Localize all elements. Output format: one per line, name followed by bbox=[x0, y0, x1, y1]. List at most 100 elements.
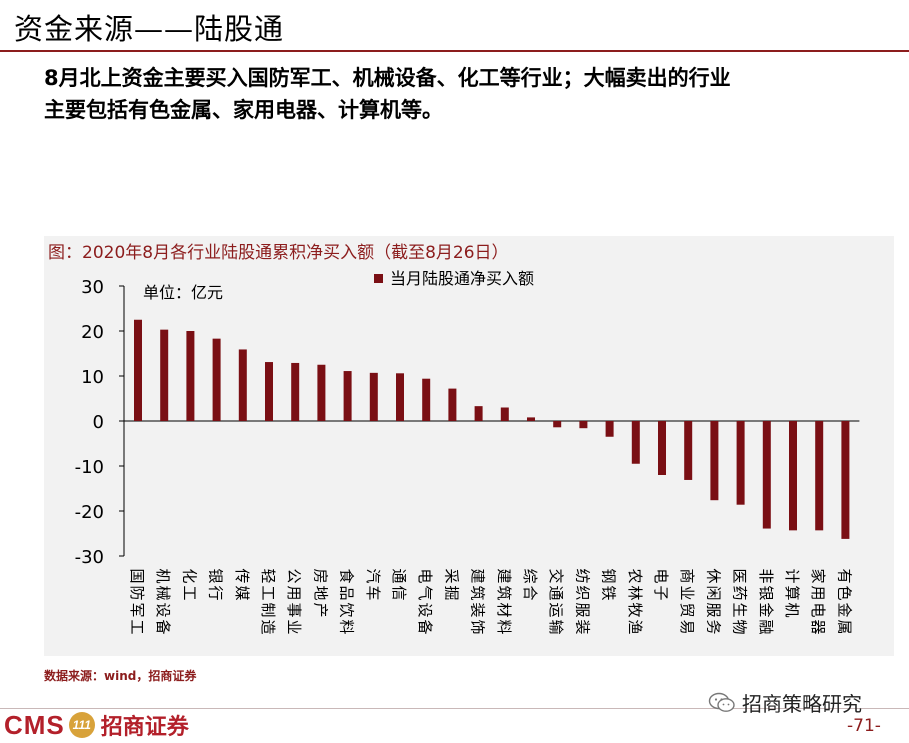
cms-logo: CMS 111 招商证券 bbox=[4, 709, 189, 741]
bar-5 bbox=[238, 349, 247, 421]
x-tick-label-char: 林 bbox=[626, 585, 644, 600]
x-tick-label-char: 工 bbox=[259, 585, 277, 600]
legend-swatch bbox=[374, 274, 383, 283]
x-tick-label-char: 用 bbox=[285, 585, 303, 600]
bar-7 bbox=[291, 362, 300, 421]
logo-mark-icon: 111 bbox=[68, 712, 95, 738]
x-tick-label-char: 渔 bbox=[626, 619, 644, 634]
y-tick-label: 20 bbox=[81, 322, 104, 343]
x-tick-label-char: 媒 bbox=[233, 585, 251, 600]
x-tick-label-char: 钢 bbox=[600, 568, 618, 583]
bar-chart: 3020100-10-20-30单位：亿元当月陆股通净买入额国防军工机械设备化工… bbox=[75, 269, 860, 635]
bar-8 bbox=[317, 364, 326, 421]
x-tick-label-char: 贸 bbox=[678, 602, 696, 617]
x-tick-label-char: 气 bbox=[416, 585, 434, 600]
x-tick-label-char: 建 bbox=[469, 568, 487, 583]
summary-text: 8月北上资金主要买入国防军工、机械设备、化工等行业；大幅卖出的行业 主要包括有色… bbox=[44, 62, 894, 126]
x-tick-label-char: 料 bbox=[495, 619, 513, 634]
x-tick-label-char: 造 bbox=[259, 619, 277, 634]
x-tick-label-char: 工 bbox=[128, 619, 146, 634]
x-tick-label-char: 电 bbox=[652, 568, 670, 583]
x-tick-label-char: 银 bbox=[757, 585, 775, 600]
x-tick-label-char: 休 bbox=[704, 568, 722, 583]
title-divider bbox=[0, 50, 909, 52]
bar-26 bbox=[789, 421, 797, 531]
unit-label: 单位：亿元 bbox=[143, 283, 223, 302]
x-tick-label-char: 车 bbox=[364, 585, 382, 600]
x-tick-label-char: 合 bbox=[521, 585, 539, 600]
x-tick-label-char: 材 bbox=[495, 602, 513, 617]
x-tick-label-char: 电 bbox=[416, 568, 434, 583]
x-tick-label-char: 品 bbox=[338, 585, 356, 600]
x-tick-label-char: 纺 bbox=[573, 568, 591, 583]
wechat-account: 招商策略研究 bbox=[708, 688, 862, 717]
y-tick-label: 10 bbox=[81, 367, 104, 388]
x-tick-label-char: 料 bbox=[338, 619, 356, 634]
bar-27 bbox=[815, 421, 824, 531]
x-tick-label-char: 工 bbox=[180, 585, 198, 600]
bar-17 bbox=[553, 421, 562, 428]
x-tick-label-char: 生 bbox=[731, 602, 749, 617]
x-tick-label-char: 传 bbox=[233, 568, 251, 583]
bar-14 bbox=[474, 406, 483, 421]
logo-text: CMS bbox=[4, 709, 65, 740]
x-tick-label-char: 算 bbox=[783, 585, 801, 600]
logo-chinese-text: 招商证券 bbox=[100, 714, 189, 740]
x-tick-label-char: 物 bbox=[731, 619, 749, 634]
x-tick-label-char: 设 bbox=[416, 602, 434, 617]
y-tick-label: -30 bbox=[75, 547, 104, 568]
chart-title: 图：2020年8月各行业陆股通累积净买入额（截至8月26日） bbox=[48, 243, 509, 263]
x-tick-label-char: 器 bbox=[809, 619, 827, 634]
x-tick-label-char: 子 bbox=[652, 585, 670, 600]
x-tick-label-char: 融 bbox=[757, 619, 775, 634]
x-tick-label-char: 铁 bbox=[600, 585, 618, 600]
x-tick-label-char: 输 bbox=[547, 619, 565, 634]
x-tick-label-char: 装 bbox=[573, 619, 591, 634]
x-tick-label-char: 采 bbox=[442, 568, 460, 583]
wechat-name: 招商策略研究 bbox=[742, 692, 862, 716]
x-tick-label-char: 饰 bbox=[469, 619, 487, 634]
bar-15 bbox=[500, 407, 509, 421]
x-tick-label-char: 综 bbox=[521, 568, 539, 583]
x-tick-label-char: 银 bbox=[207, 568, 225, 583]
x-tick-label-char: 用 bbox=[809, 585, 827, 600]
bar-9 bbox=[343, 371, 352, 421]
bar-23 bbox=[710, 421, 719, 501]
x-tick-label-char: 家 bbox=[809, 568, 827, 583]
x-tick-label-char: 色 bbox=[835, 585, 853, 600]
x-tick-label-char: 备 bbox=[154, 619, 172, 634]
x-tick-label-char: 交 bbox=[547, 568, 565, 583]
summary-line-2: 主要包括有色金属、家用电器、计算机等。 bbox=[44, 98, 443, 122]
x-tick-label-char: 房 bbox=[311, 568, 329, 583]
bar-21 bbox=[658, 421, 666, 475]
y-tick-label: 0 bbox=[93, 412, 104, 433]
x-tick-label-char: 机 bbox=[783, 602, 801, 617]
footer-divider bbox=[0, 708, 909, 709]
x-tick-label-char: 设 bbox=[154, 602, 172, 617]
y-tick-label: -10 bbox=[75, 457, 104, 478]
x-tick-label-char: 业 bbox=[285, 619, 303, 634]
x-tick-label-char: 务 bbox=[704, 619, 722, 634]
bar-1 bbox=[134, 319, 142, 421]
summary-line-1: 8月北上资金主要买入国防军工、机械设备、化工等行业；大幅卖出的行业 bbox=[44, 66, 731, 90]
bar-18 bbox=[579, 421, 588, 429]
x-tick-label-char: 事 bbox=[285, 602, 303, 617]
y-tick-label: 30 bbox=[81, 277, 104, 298]
data-source: 数据来源：wind，招商证券 bbox=[44, 669, 197, 683]
bar-12 bbox=[422, 378, 431, 421]
x-tick-label-char: 牧 bbox=[626, 602, 644, 617]
x-tick-label-char: 业 bbox=[678, 585, 696, 600]
x-tick-label-char: 农 bbox=[626, 568, 644, 583]
x-tick-label-char: 军 bbox=[128, 602, 146, 617]
x-tick-label-char: 防 bbox=[128, 585, 146, 600]
bar-13 bbox=[448, 388, 457, 421]
x-tick-label-char: 通 bbox=[390, 568, 408, 583]
x-tick-label-char: 闲 bbox=[704, 585, 722, 600]
x-tick-label-char: 医 bbox=[731, 568, 749, 583]
x-tick-label-char: 行 bbox=[207, 585, 225, 600]
x-tick-label-char: 属 bbox=[835, 619, 853, 634]
x-tick-label-char: 轻 bbox=[259, 568, 277, 583]
x-tick-label-char: 计 bbox=[783, 568, 801, 583]
x-tick-label-char: 国 bbox=[128, 568, 146, 583]
bar-11 bbox=[396, 373, 404, 421]
